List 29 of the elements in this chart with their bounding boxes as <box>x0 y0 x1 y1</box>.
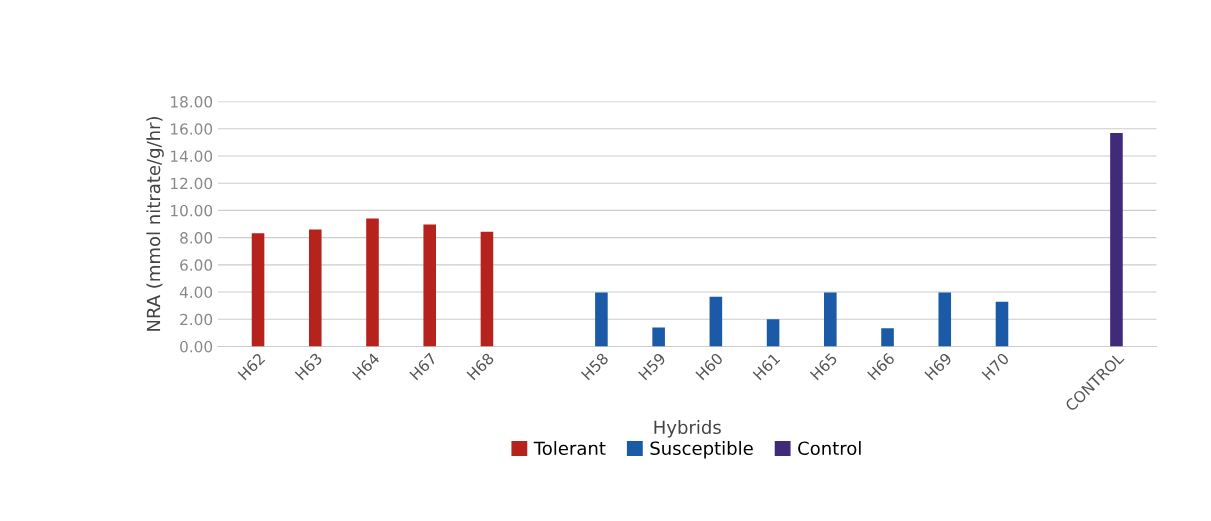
y-tick-label: 8.00 <box>180 232 213 244</box>
y-tick-label: 2.00 <box>180 313 213 326</box>
bar <box>652 327 665 347</box>
y-axis-title: NRA (mmol nitrate/g/hr) <box>146 116 164 331</box>
y-tick-label: 6.00 <box>180 259 213 271</box>
y-tick-label: 10.00 <box>171 204 213 217</box>
x-axis-title: Hybrids <box>654 420 721 438</box>
bar <box>595 292 608 347</box>
legend-label: Control <box>798 441 861 456</box>
bar <box>423 224 437 347</box>
legend-label: Susceptible <box>650 441 753 459</box>
legend-label: Tolerant <box>533 441 606 456</box>
y-tick-label: 12.00 <box>171 177 213 190</box>
y-tick-label: 18.00 <box>171 96 213 108</box>
bar <box>938 292 952 347</box>
y-tick-label: 16.00 <box>171 123 213 135</box>
bar <box>824 292 837 347</box>
bar <box>1110 132 1123 347</box>
bar <box>709 296 723 347</box>
bar <box>251 233 265 347</box>
y-tick-label: 0.00 <box>180 340 213 353</box>
bar <box>366 218 379 347</box>
bar <box>308 229 322 347</box>
bar <box>766 319 780 347</box>
bar <box>995 301 1009 347</box>
bar <box>881 328 894 347</box>
y-tick-label: 4.00 <box>179 286 213 299</box>
bar <box>480 231 494 347</box>
y-tick-label: 14.00 <box>171 150 213 163</box>
